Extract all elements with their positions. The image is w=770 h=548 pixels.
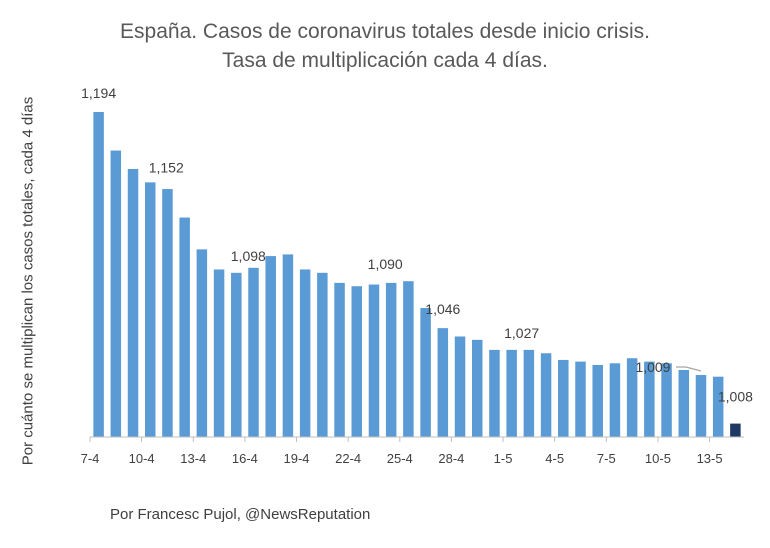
bar-29-4 (471, 339, 483, 437)
bar-12-5 (695, 375, 707, 437)
bar-24-4 (385, 282, 397, 437)
x-tick-label: 4-5 (545, 451, 564, 466)
bar-13-5 (712, 376, 724, 437)
bar-10-5 (661, 363, 672, 437)
bar-2-5 (523, 349, 535, 437)
bar-22-4 (351, 286, 363, 437)
leader-line (675, 366, 702, 372)
x-tick-label: 22-4 (335, 451, 361, 466)
bar-12-4 (179, 217, 190, 437)
x-tick-label: 13-5 (697, 451, 723, 466)
bar-5-5 (575, 361, 586, 437)
bar-11-5 (678, 369, 690, 437)
x-tick-label: 7-5 (597, 451, 616, 466)
bar-23-4 (368, 284, 380, 437)
x-tick-label: 16-4 (232, 451, 258, 466)
x-tick-label: 10-5 (645, 451, 671, 466)
x-tick-label: 28-4 (438, 451, 464, 466)
bar-18-4 (282, 254, 294, 437)
bar-9-5 (644, 361, 655, 437)
data-label-24-4: 1,090 (368, 256, 403, 272)
bar-4-5 (558, 359, 569, 437)
data-label-12-5: 1,009 (635, 359, 670, 375)
bar-20-4 (317, 272, 328, 437)
chart-subtitle: Tasa de multiplicación cada 4 días. (222, 49, 548, 72)
bar-19-4 (299, 269, 311, 437)
bar-7-4 (93, 112, 104, 437)
bar-15-4 (231, 272, 242, 437)
bar-1-5 (506, 349, 517, 437)
bar-26-4 (420, 308, 431, 437)
x-tick-label: 25-4 (387, 451, 413, 466)
chart-title: España. Casos de coronavirus totales des… (120, 20, 650, 43)
bar-17-4 (265, 256, 276, 437)
x-tick-label: 7-4 (81, 451, 100, 466)
bar-28-4 (454, 336, 466, 437)
bar-14-5 (730, 423, 741, 437)
x-tick-label: 10-4 (129, 451, 155, 466)
data-label-7-4: 1,194 (81, 85, 116, 101)
data-label-10-4: 1,152 (149, 159, 184, 175)
credit-text: Por Francesc Pujol, @NewsReputation (110, 506, 371, 523)
bar-8-4 (110, 150, 122, 437)
bar-7-5 (609, 363, 621, 437)
bar-11-4 (162, 189, 173, 437)
data-label-1-5: 1,027 (504, 325, 539, 341)
data-label-14-5: 1,008 (718, 389, 753, 405)
x-tick-label: 13-4 (180, 451, 206, 466)
bar-27-4 (437, 328, 449, 437)
bar-6-5 (592, 364, 603, 437)
bar-30-4 (489, 349, 500, 437)
data-label-15-4: 1,098 (231, 248, 266, 264)
x-tick-label: 1-5 (494, 451, 513, 466)
x-tick-label: 19-4 (284, 451, 310, 466)
bar-14-4 (213, 269, 225, 437)
bar-21-4 (334, 282, 345, 437)
bar-10-4 (144, 182, 156, 437)
data-label-27-4: 1,046 (425, 301, 460, 317)
bar-8-5 (626, 358, 638, 437)
bar-9-4 (127, 168, 139, 437)
bar-25-4 (403, 281, 414, 437)
bar-16-4 (248, 267, 259, 437)
bar-3-5 (540, 353, 552, 437)
bar-13-4 (196, 249, 208, 437)
